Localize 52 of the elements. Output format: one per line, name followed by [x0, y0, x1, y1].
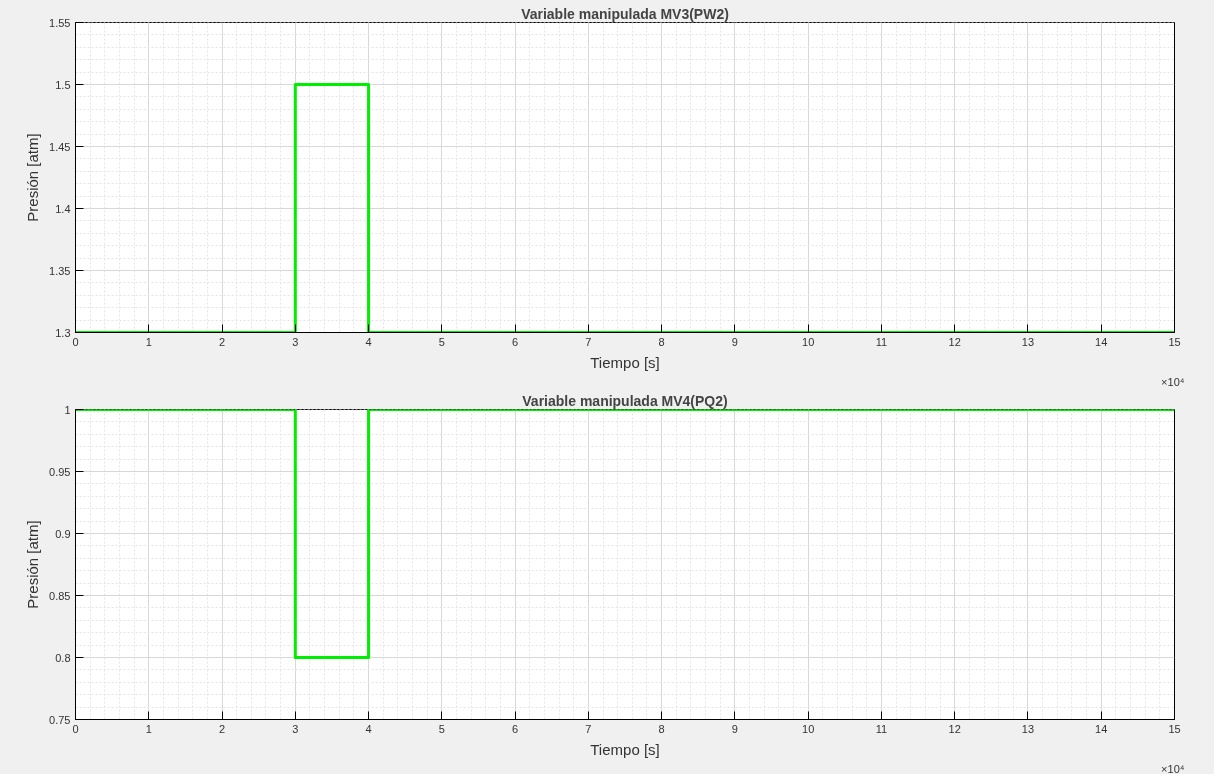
y-tick-label: 1.55 — [49, 16, 71, 29]
x-tick-label: 8 — [658, 335, 665, 348]
x-tick-label: 10 — [802, 335, 815, 348]
y-tick-label: 0.85 — [49, 589, 71, 602]
y-axis-title: Presión [atm] — [24, 133, 42, 222]
x-tick-label: 2 — [218, 722, 226, 735]
y-axis-title: Presión [atm] — [24, 520, 42, 609]
x-tick-label: 6 — [512, 722, 519, 735]
x-tick-label: 1 — [145, 335, 152, 348]
y-tick-label: 0.9 — [55, 527, 71, 540]
y-tick-label: 0.95 — [49, 465, 71, 478]
y-tick-label: 1 — [64, 403, 71, 416]
x-axis-title: Tiempo [s] — [590, 353, 660, 371]
x-tick-label: 3 — [292, 335, 299, 348]
x-tick-label: 4 — [365, 722, 372, 735]
x-tick-label: 13 — [1021, 722, 1035, 735]
x-tick-label: 11 — [875, 335, 888, 348]
x-tick-label: 0 — [72, 335, 79, 348]
x-axis-title: Tiempo [s] — [590, 740, 660, 758]
x-tick-label: 7 — [585, 722, 592, 735]
x-tick-label: 12 — [948, 722, 961, 735]
chart-title: Variable manipulada MV4(PQ2) — [522, 392, 728, 409]
x-tick-label: 5 — [438, 335, 445, 348]
x-tick-label: 11 — [875, 722, 888, 735]
text: ×10⁴ — [1161, 762, 1185, 775]
x-tick-label: 6 — [512, 335, 519, 348]
chart-title: Variable manipulada MV3(PW2) — [521, 5, 729, 22]
text: ×10⁴ — [1161, 375, 1185, 388]
y-tick-label: 1.35 — [49, 264, 71, 277]
y-tick-label: 1.5 — [55, 78, 71, 91]
x-tick-label: 12 — [948, 335, 961, 348]
y-tick-label: 0.75 — [49, 713, 71, 726]
x-tick-label: 14 — [1095, 335, 1108, 348]
x-tick-label: 15 — [1168, 722, 1181, 735]
x-tick-label: 10 — [802, 722, 815, 735]
y-tick-label: 0.8 — [55, 651, 71, 664]
x-tick-label: 3 — [292, 722, 299, 735]
x-tick-label: 4 — [365, 335, 372, 348]
y-tick-label: 1.3 — [55, 326, 71, 339]
y-tick-label: 1.45 — [49, 140, 71, 153]
y-tick-label: 1.4 — [55, 202, 71, 215]
x-tick-label: 1 — [145, 722, 152, 735]
x-tick-label: 14 — [1095, 722, 1108, 735]
x-tick-label: 13 — [1021, 335, 1035, 348]
x-tick-label: 5 — [438, 722, 445, 735]
x-tick-label: 15 — [1168, 335, 1181, 348]
x-tick-label: 8 — [658, 722, 665, 735]
x-tick-label: 9 — [731, 335, 738, 348]
x-tick-label: 0 — [72, 722, 79, 735]
x-tick-label: 2 — [218, 335, 226, 348]
x-tick-label: 9 — [731, 722, 738, 735]
x-tick-label: 7 — [585, 335, 592, 348]
